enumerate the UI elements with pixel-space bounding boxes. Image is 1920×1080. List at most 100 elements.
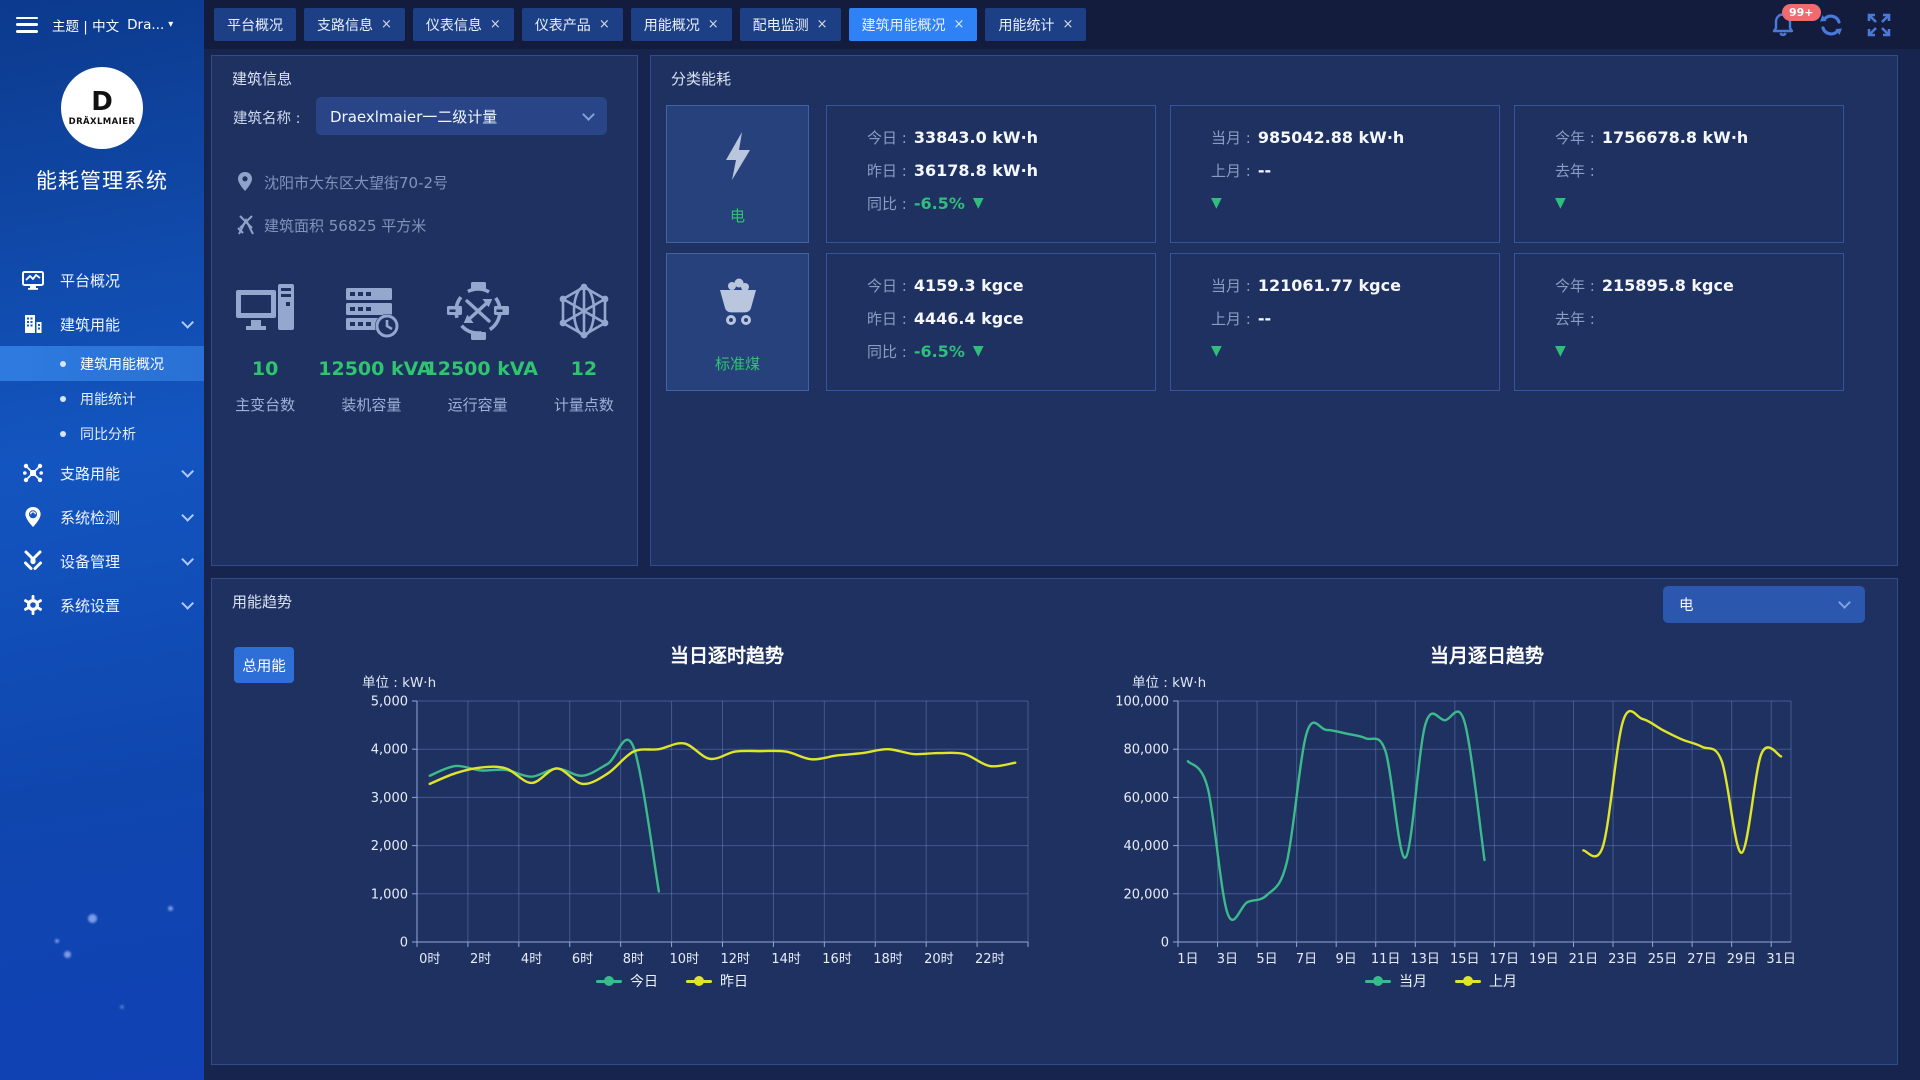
close-icon[interactable]: × bbox=[598, 17, 610, 32]
bullet-icon bbox=[60, 360, 66, 367]
tab-meter-info[interactable]: 仪表信息 × bbox=[412, 8, 514, 41]
close-icon[interactable]: × bbox=[953, 17, 965, 32]
building-name-select[interactable]: Draexlmaier一二级计量 bbox=[316, 97, 607, 135]
sphere-node-icon bbox=[531, 278, 637, 344]
tab-branch-info[interactable]: 支路信息 × bbox=[304, 8, 405, 41]
sidebar-menu: 平台概况 建筑用能 建筑用能概况 用能统计 同比分析 bbox=[0, 258, 204, 627]
svg-text:6时: 6时 bbox=[572, 952, 593, 967]
location-pin-icon bbox=[236, 171, 256, 193]
tab-power-monitoring[interactable]: 配电监测 × bbox=[739, 8, 841, 41]
svg-text:17日: 17日 bbox=[1490, 952, 1520, 967]
svg-text:2,000: 2,000 bbox=[371, 839, 408, 854]
category-energy-panel: 分类能耗 电 今日 :33843.0 kW·h 昨日 :36178.8 kW·h… bbox=[650, 55, 1898, 566]
total-energy-button[interactable]: 总用能 bbox=[234, 647, 294, 683]
down-arrow-icon: ▼ bbox=[972, 343, 984, 359]
sidebar-item-building-energy-overview[interactable]: 建筑用能概况 bbox=[0, 346, 204, 381]
tab-building-energy-overview[interactable]: 建筑用能概况 × bbox=[848, 8, 978, 41]
tab-meter-product[interactable]: 仪表产品 × bbox=[521, 8, 623, 41]
sidebar: 主题 | 中文 Dra... ▾ D DRÄXLMAIER 能耗管理系统 平台概… bbox=[0, 0, 204, 1080]
caret-down-icon: ▾ bbox=[168, 19, 174, 30]
tab-energy-statistics[interactable]: 用能统计 × bbox=[985, 8, 1087, 41]
fullscreen-icon[interactable] bbox=[1866, 12, 1892, 38]
menu-toggle-icon[interactable] bbox=[16, 16, 38, 33]
topbar-actions: 99+ bbox=[1770, 3, 1920, 38]
legend-item-current-month[interactable]: 当月 bbox=[1365, 971, 1427, 991]
stat-installed-capacity: 12500 kVA 装机容量 bbox=[318, 278, 432, 415]
energy-type-select[interactable]: 电 bbox=[1663, 586, 1865, 623]
refresh-icon[interactable] bbox=[1818, 12, 1844, 38]
electricity-month-card: 当月 :985042.88 kW·h 上月 : -- ▼ bbox=[1170, 105, 1500, 243]
svg-text:21日: 21日 bbox=[1569, 952, 1599, 967]
chevron-down-icon bbox=[181, 464, 194, 478]
notification-badge: 99+ bbox=[1782, 3, 1821, 21]
area-measure-icon bbox=[236, 214, 256, 236]
electricity-year-card: 今年 :1756678.8 kW·h 去年 : ▼ bbox=[1514, 105, 1844, 243]
sidebar-item-system-settings[interactable]: 系统设置 bbox=[0, 583, 204, 627]
svg-text:80,000: 80,000 bbox=[1124, 743, 1170, 758]
chevron-down-icon bbox=[181, 508, 194, 522]
tab-bar: 平台概况 支路信息 × 仪表信息 × 仪表产品 × 用能概况 × 配电监测 × 建筑用能概… bbox=[204, 0, 1920, 49]
close-icon[interactable]: × bbox=[707, 17, 719, 32]
svg-text:13日: 13日 bbox=[1410, 952, 1440, 967]
theme-language-switch[interactable]: 主题 | 中文 bbox=[52, 18, 120, 35]
svg-text:4,000: 4,000 bbox=[371, 743, 408, 758]
branch-network-icon bbox=[22, 462, 44, 484]
sidebar-item-building-energy[interactable]: 建筑用能 bbox=[0, 302, 204, 346]
close-icon[interactable]: × bbox=[1062, 17, 1074, 32]
svg-text:3日: 3日 bbox=[1217, 952, 1238, 967]
monthly-chart-unit: 单位 : kW·h bbox=[1132, 675, 1207, 691]
building-name-label: 建筑名称 : bbox=[233, 111, 301, 127]
sidebar-item-system-detection[interactable]: 系统检测 bbox=[0, 495, 204, 539]
sidebar-item-device-management[interactable]: 设备管理 bbox=[0, 539, 204, 583]
location-pin-icon bbox=[22, 506, 44, 528]
coal-month-card: 当月 :121061.77 kgce 上月 : -- ▼ bbox=[1170, 253, 1500, 391]
electricity-icon-card: 电 bbox=[666, 105, 809, 243]
svg-text:3,000: 3,000 bbox=[371, 791, 408, 806]
close-icon[interactable]: × bbox=[489, 17, 501, 32]
chevron-down-icon bbox=[181, 315, 194, 329]
user-name: Dra... bbox=[127, 16, 165, 33]
svg-text:19日: 19日 bbox=[1529, 952, 1559, 967]
monthly-chart-title: 当月逐日趋势 bbox=[1429, 645, 1544, 667]
legend-marker bbox=[1365, 976, 1391, 986]
down-arrow-icon: ▼ bbox=[1555, 343, 1566, 359]
svg-text:1日: 1日 bbox=[1177, 952, 1198, 967]
legend-marker bbox=[1455, 976, 1481, 986]
coal-row: 标准煤 今日 :4159.3 kgce 昨日 :4446.4 kgce 同比 :… bbox=[651, 253, 1897, 391]
notification-bell-icon[interactable]: 99+ bbox=[1770, 3, 1821, 38]
stat-running-capacity: 12500 kVA 运行容量 bbox=[425, 278, 538, 415]
sidebar-item-platform-overview[interactable]: 平台概况 bbox=[0, 258, 204, 302]
svg-text:1,000: 1,000 bbox=[371, 887, 408, 902]
sidebar-item-yoy-analysis[interactable]: 同比分析 bbox=[0, 416, 204, 451]
stat-metering-points: 12 计量点数 bbox=[531, 278, 637, 415]
daily-chart-title: 当日逐时趋势 bbox=[669, 645, 784, 667]
legend-item-today[interactable]: 今日 bbox=[596, 971, 658, 991]
legend-item-yesterday[interactable]: 昨日 bbox=[686, 971, 748, 991]
tab-energy-overview[interactable]: 用能概况 × bbox=[630, 8, 732, 41]
bullet-icon bbox=[60, 395, 66, 402]
sidebar-item-energy-statistics[interactable]: 用能统计 bbox=[0, 381, 204, 416]
svg-text:23日: 23日 bbox=[1608, 952, 1638, 967]
user-menu[interactable]: Dra... ▾ bbox=[127, 17, 173, 33]
close-icon[interactable]: × bbox=[816, 17, 828, 32]
down-arrow-icon: ▼ bbox=[1211, 343, 1222, 359]
tools-icon bbox=[22, 550, 44, 572]
panel-title: 建筑信息 bbox=[232, 70, 293, 88]
close-icon[interactable]: × bbox=[381, 17, 392, 32]
sparkle-decoration bbox=[55, 939, 59, 943]
daily-trend-chart: 0 1,000 2,000 3,000 4,000 5,000 0时 2时 4时 6时 8时 10时 1… bbox=[371, 695, 1029, 967]
svg-text:100,000: 100,000 bbox=[1115, 695, 1169, 710]
electricity-row: 电 今日 :33843.0 kW·h 昨日 :36178.8 kW·h 同比 :… bbox=[651, 105, 1897, 243]
category-name: 电 bbox=[729, 207, 745, 225]
company-logo: D DRÄXLMAIER bbox=[61, 67, 143, 149]
sidebar-item-branch-energy[interactable]: 支路用能 bbox=[0, 451, 204, 495]
legend-item-last-month[interactable]: 上月 bbox=[1455, 971, 1517, 991]
legend-marker bbox=[686, 976, 712, 986]
svg-text:18时: 18时 bbox=[873, 952, 903, 967]
building-address-row: 沈阳市大东区大望街70-2号 bbox=[236, 171, 448, 193]
building-stats: 10 主变台数 12500 kVA 装机容量 12500 kVA 运行容量 bbox=[212, 278, 637, 415]
svg-text:5,000: 5,000 bbox=[371, 695, 408, 710]
tab-platform-overview[interactable]: 平台概况 bbox=[214, 8, 296, 41]
network-transfer-icon bbox=[425, 278, 531, 344]
